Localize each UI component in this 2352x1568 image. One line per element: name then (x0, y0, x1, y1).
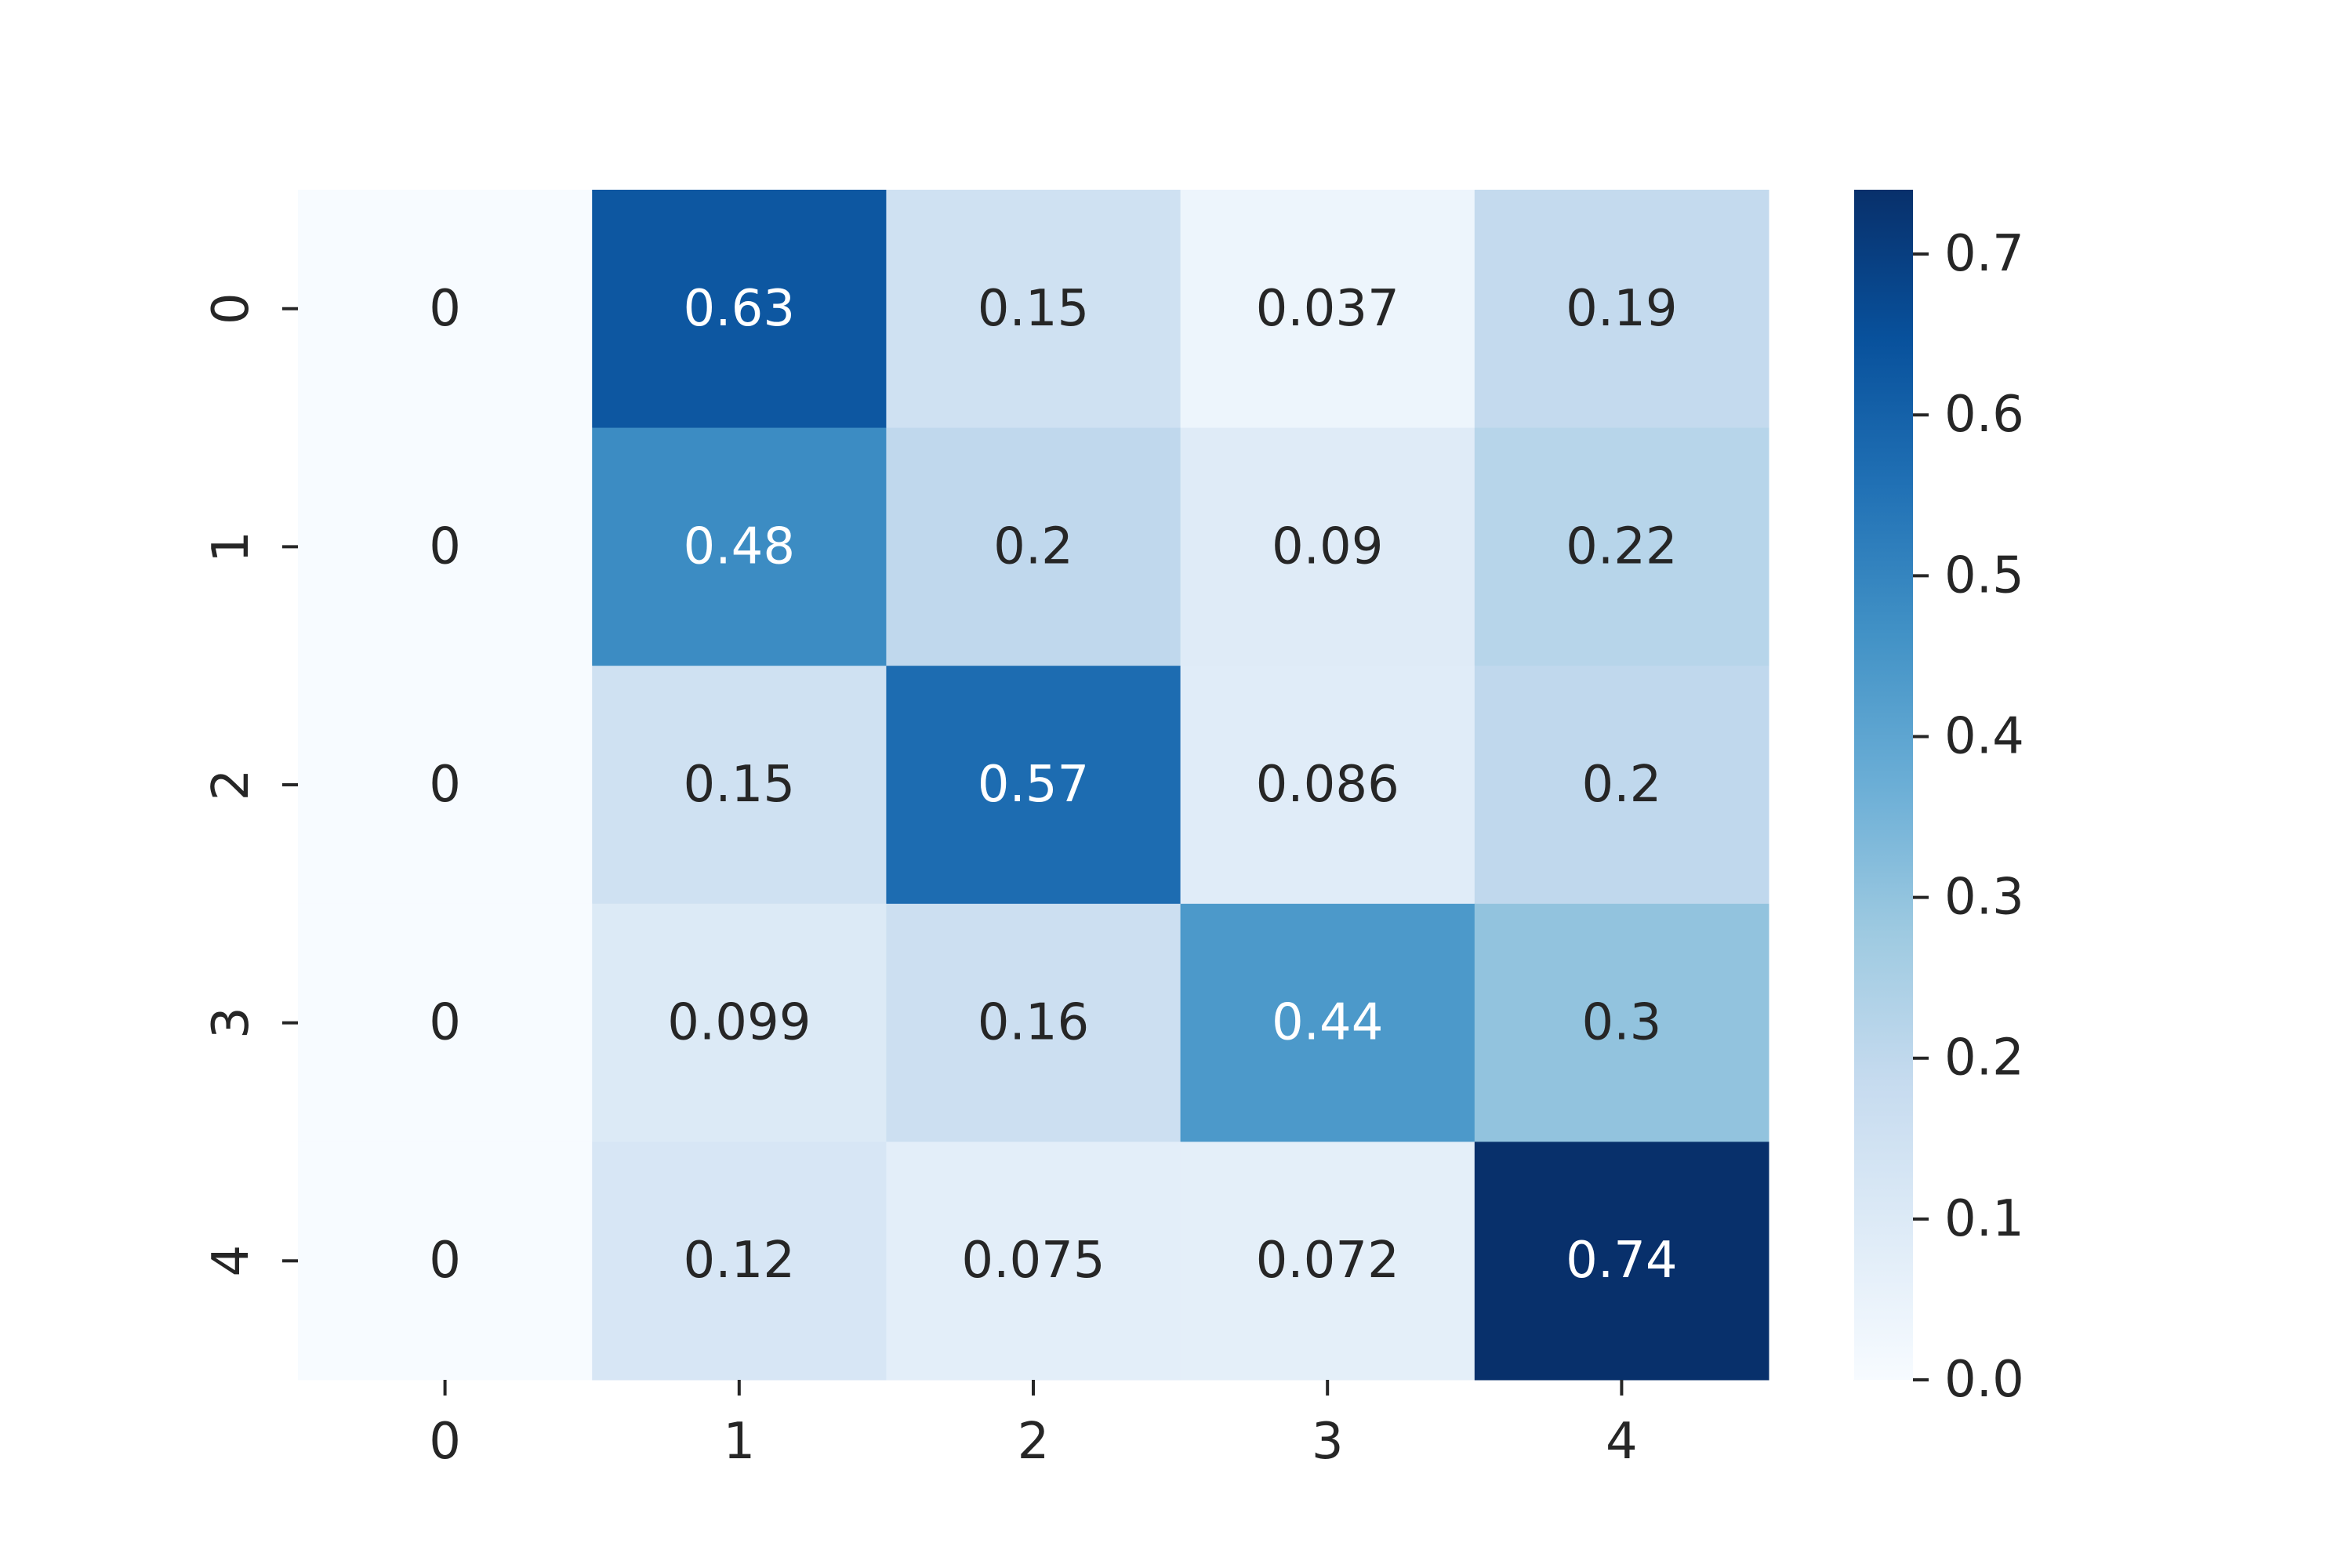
heatmap-cell-r0-c1 (592, 190, 887, 429)
heatmap-cell-r3-c1 (592, 903, 887, 1142)
heatmap-cell-r2-c2 (886, 666, 1181, 905)
cell-label-r2-c1: 0.15 (684, 756, 796, 814)
cell-label-r4-c2: 0.075 (961, 1232, 1105, 1290)
cell-label-r0-c3: 0.037 (1256, 280, 1399, 338)
heatmap-cell-r2-c0 (298, 666, 593, 905)
colorbar: 0.0 0.1 0.2 0.3 0.4 0.5 0.6 0.7 (1854, 190, 2024, 1409)
heatmap-cell-r4-c2 (886, 1142, 1181, 1381)
cell-label-r2-c4: 0.2 (1582, 756, 1662, 814)
heatmap-cell-r1-c1 (592, 427, 887, 666)
colorbar-tick-label-4: 0.4 (1944, 707, 2024, 765)
cell-label-r3-c4: 0.3 (1582, 994, 1662, 1052)
heatmap-cell-r4-c1 (592, 1142, 887, 1381)
heatmap-cell-r2-c1 (592, 666, 887, 905)
cell-label-r3-c1: 0.099 (667, 994, 811, 1052)
heatmap-cell-r2-c3 (1180, 666, 1475, 905)
y-tick-label-0: 0 (202, 292, 260, 325)
cell-label-r4-c4: 0.74 (1566, 1232, 1678, 1290)
x-tick-label-0: 0 (429, 1413, 461, 1471)
heatmap-cell-r1-c2 (886, 427, 1181, 666)
cell-label-r3-c2: 0.16 (978, 994, 1090, 1052)
heatmap-cell-r0-c3 (1180, 190, 1475, 429)
heatmap-cell-r1-c4 (1474, 427, 1769, 666)
y-tick-label-1: 1 (202, 531, 260, 563)
y-tick-label-3: 3 (202, 1007, 260, 1039)
colorbar-tick-label-2: 0.2 (1944, 1029, 2024, 1087)
cell-label-r4-c3: 0.072 (1256, 1232, 1399, 1290)
x-tick-label-1: 1 (723, 1413, 755, 1471)
cell-label-r0-c1: 0.63 (684, 280, 796, 338)
y-tick-label-4: 4 (202, 1245, 260, 1277)
heatmap-cell-r3-c3 (1180, 903, 1475, 1142)
colorbar-tick-label-0: 0.0 (1944, 1351, 2024, 1409)
x-axis: 0 1 2 3 4 (429, 1380, 1638, 1471)
cell-label-r3-c0: 0 (429, 994, 461, 1052)
colorbar-tick-label-1: 0.1 (1944, 1190, 2024, 1248)
cell-label-r4-c1: 0.12 (684, 1232, 796, 1290)
colorbar-tick-label-3: 0.3 (1944, 869, 2024, 927)
cell-label-r2-c2: 0.57 (978, 756, 1090, 814)
heatmap-cell-r0-c0 (298, 190, 593, 429)
x-tick-label-4: 4 (1606, 1413, 1638, 1471)
cell-label-r2-c0: 0 (429, 756, 461, 814)
cell-label-r2-c3: 0.086 (1256, 756, 1399, 814)
y-tick-label-2: 2 (202, 769, 260, 801)
cell-label-r0-c0: 0 (429, 280, 461, 338)
x-tick-label-3: 3 (1312, 1413, 1344, 1471)
heatmap-cell-r2-c4 (1474, 666, 1769, 905)
cell-label-r4-c0: 0 (429, 1232, 461, 1290)
heatmap-cells (298, 190, 1769, 1381)
heatmap-cell-r3-c4 (1474, 903, 1769, 1142)
cell-label-r1-c3: 0.09 (1272, 517, 1384, 575)
colorbar-tick-label-5: 0.5 (1944, 546, 2024, 604)
heatmap-cell-r3-c0 (298, 903, 593, 1142)
heatmap-cell-r0-c2 (886, 190, 1181, 429)
cell-label-r3-c3: 0.44 (1272, 994, 1384, 1052)
cell-label-r0-c4: 0.19 (1566, 280, 1678, 338)
y-axis: 0 1 2 3 4 (202, 292, 298, 1277)
colorbar-gradient (1854, 190, 1913, 1380)
heatmap-cell-r4-c4 (1474, 1142, 1769, 1381)
heatmap-cell-labels: 0 0.63 0.15 0.037 0.19 0 0.48 0.2 0.09 0.22 0 0.15 0… (429, 280, 1677, 1290)
heatmap-cell-r0-c4 (1474, 190, 1769, 429)
cell-label-r1-c0: 0 (429, 517, 461, 575)
colorbar-tick-label-6: 0.6 (1944, 386, 2024, 444)
heatmap-cell-r4-c0 (298, 1142, 593, 1381)
heatmap-cell-r3-c2 (886, 903, 1181, 1142)
heatmap-cell-r1-c0 (298, 427, 593, 666)
colorbar-tick-label-7: 0.7 (1944, 225, 2024, 283)
x-tick-label-2: 2 (1018, 1413, 1050, 1471)
cell-label-r1-c4: 0.22 (1566, 517, 1678, 575)
cell-label-r1-c1: 0.48 (684, 517, 796, 575)
cell-label-r0-c2: 0.15 (978, 280, 1090, 338)
heatmap-cell-r4-c3 (1180, 1142, 1475, 1381)
cell-label-r1-c2: 0.2 (993, 517, 1073, 575)
heatmap-cell-r1-c3 (1180, 427, 1475, 666)
